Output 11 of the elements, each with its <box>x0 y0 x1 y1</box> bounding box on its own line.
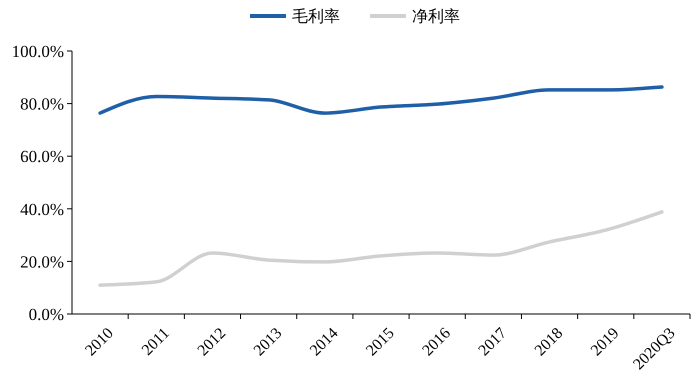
y-tick-label: 80.0% <box>20 94 64 114</box>
y-tick-label: 20.0% <box>20 252 64 272</box>
line-series <box>98 85 664 115</box>
x-tick-label: 2011 <box>138 324 174 359</box>
y-tick-label: 0.0% <box>28 304 64 324</box>
y-tick-label: 40.0% <box>20 200 64 219</box>
y-tick-label: 60.0% <box>20 147 64 166</box>
y-tick-label: 100.0% <box>12 42 64 61</box>
legend-label: 毛利率 <box>292 6 340 26</box>
line-series <box>98 210 664 287</box>
legend-label: 净利率 <box>412 6 460 26</box>
